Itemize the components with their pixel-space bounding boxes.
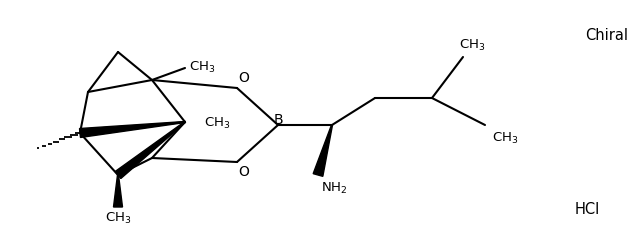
Text: O: O	[239, 165, 250, 179]
Text: Chiral: Chiral	[585, 28, 628, 43]
Text: CH$_3$: CH$_3$	[459, 37, 485, 53]
Text: CH$_3$: CH$_3$	[204, 115, 230, 131]
Polygon shape	[115, 122, 186, 179]
Text: B: B	[273, 113, 283, 127]
Text: CH$_3$: CH$_3$	[492, 130, 518, 146]
Text: CH$_3$: CH$_3$	[189, 60, 215, 75]
Polygon shape	[79, 122, 185, 138]
Polygon shape	[113, 175, 122, 207]
Text: O: O	[239, 71, 250, 85]
Text: CH$_3$: CH$_3$	[105, 210, 131, 226]
Polygon shape	[313, 125, 333, 176]
Text: NH$_2$: NH$_2$	[321, 181, 348, 196]
Text: HCl: HCl	[575, 202, 600, 217]
